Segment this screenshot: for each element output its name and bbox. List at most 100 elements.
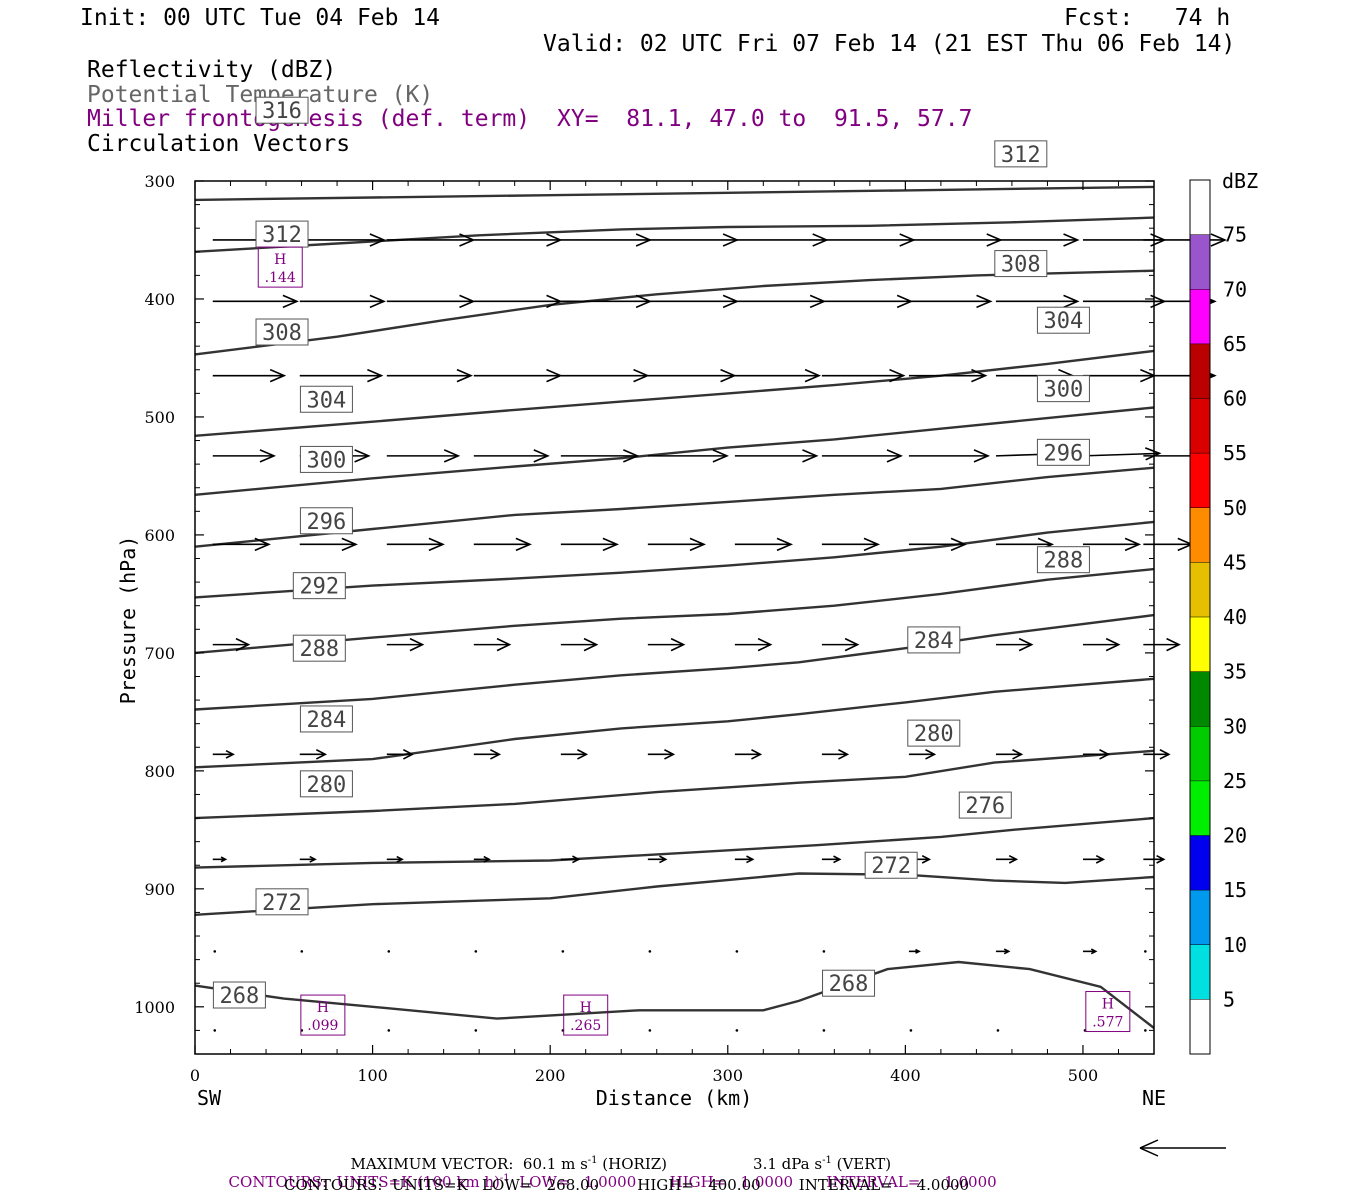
svg-text:312: 312 — [262, 223, 302, 248]
y-axis-label: Pressure (hPa) — [116, 536, 140, 705]
isentrope-292 — [194, 567, 1155, 655]
colorbar-label: 65 — [1223, 332, 1247, 356]
circulation-vector — [212, 749, 235, 759]
circulation-vector — [299, 368, 384, 383]
x-tick-label: 100 — [357, 1066, 388, 1085]
colorbar-label: 55 — [1223, 441, 1247, 465]
axes-layer: 0 100 200 300 400 500 300 400 500 600 700 800 900 100… — [134, 172, 1155, 1085]
frontogenesis-maximum: H .144 — [257, 246, 303, 288]
svg-text:.265: .265 — [570, 1018, 601, 1034]
vector-dot — [561, 950, 565, 953]
circulation-vector — [647, 749, 676, 760]
circulation-vector — [299, 749, 328, 760]
max-vector-line: MAXIMUM VECTOR: 60.1 m s-1 (HORIZ) 3.1 dP… — [341, 1141, 892, 1173]
svg-text:312: 312 — [1001, 143, 1041, 168]
circulation-vector — [386, 449, 461, 463]
isentrope-304 — [194, 406, 1155, 496]
x-tick-label: 200 — [535, 1066, 566, 1085]
circulation-vector — [560, 537, 619, 552]
colorbar-label: 25 — [1223, 769, 1247, 793]
y-tick-label: 500 — [144, 408, 175, 427]
circulation-vector — [212, 294, 299, 309]
isentrope-label-268: 268 — [822, 969, 876, 997]
circulation-vector — [1143, 637, 1181, 652]
circulation-vector — [821, 637, 860, 652]
valid-time: Valid: 02 UTC Fri 07 Feb 14 (21 EST Thu … — [543, 31, 1236, 57]
svg-text:284: 284 — [914, 629, 954, 654]
colorbar-cell — [1190, 890, 1210, 945]
isentrope-312 — [194, 269, 1155, 356]
circulation-vector — [995, 637, 1034, 652]
cross-section-endpoints: XY= 81.1, 47.0 to 91.5, 57.7 — [557, 106, 973, 132]
colorbar-cell — [1190, 944, 1210, 1000]
circulation-vector — [212, 637, 251, 652]
frontogenesis-maximum: H .265 — [563, 994, 609, 1036]
circulation-vector — [995, 948, 1011, 955]
circulation-vector — [734, 749, 763, 760]
circulation-vector — [734, 537, 794, 552]
circulation-vector — [473, 749, 502, 760]
circulation-vector — [734, 449, 819, 463]
circulation-vector — [386, 855, 404, 863]
circulation-vector — [908, 749, 937, 760]
vector-dot — [300, 950, 304, 953]
isentrope-label-272: 272 — [864, 851, 918, 879]
circulation-vector — [560, 637, 599, 652]
x-tick-label: 500 — [1068, 1066, 1099, 1085]
colorbar-cell — [1190, 562, 1210, 617]
vector-dot — [474, 950, 478, 953]
circulation-vector — [734, 855, 755, 864]
svg-text:304: 304 — [1044, 309, 1084, 334]
colorbar-label: 60 — [1223, 387, 1247, 411]
circulation-vector — [647, 233, 740, 247]
circulation-vector — [734, 368, 822, 383]
vectors-layer — [212, 233, 1227, 1032]
isentrope-label-276: 276 — [958, 791, 1012, 819]
circulation-vector — [821, 294, 914, 309]
isentrope-label-312: 312 — [994, 140, 1048, 168]
circulation-vector — [1143, 537, 1194, 552]
y-tick-label: 900 — [144, 880, 175, 899]
circulation-vector — [1082, 537, 1142, 552]
colorbar-label: 50 — [1223, 496, 1247, 520]
colorbar-cell — [1190, 234, 1210, 290]
circulation-vector — [995, 854, 1019, 864]
y-tick-label: 1000 — [134, 998, 175, 1017]
circulation-vector — [473, 537, 532, 552]
svg-text:280: 280 — [914, 722, 954, 747]
svg-text:308: 308 — [1001, 253, 1041, 278]
colorbar-cell — [1190, 507, 1210, 563]
isentrope-280 — [194, 749, 1155, 820]
svg-text:292: 292 — [299, 575, 339, 600]
vector-dot — [735, 1029, 739, 1032]
circulation-vector — [299, 233, 386, 247]
vector-dot — [213, 1029, 217, 1032]
frontogenesis-maximum: H .099 — [300, 994, 346, 1036]
y-tick-label: 400 — [144, 290, 175, 309]
colorbar-cell — [1190, 617, 1210, 672]
isentrope-268 — [194, 960, 1155, 1029]
circulation-vector — [908, 537, 968, 552]
circulation-vector — [821, 449, 903, 463]
circulation-vector — [821, 749, 850, 760]
max-vector-horiz: (HORIZ) — [597, 1155, 668, 1173]
vector-dot — [1144, 950, 1147, 953]
circulation-vector — [647, 294, 740, 309]
colorbar: 5 10 15 20 25 30 35 40 45 50 55 60 65 70 75 — [1189, 179, 1247, 1055]
vector-dot — [735, 950, 739, 953]
isentrope-label-292: 292 — [292, 572, 346, 600]
svg-text:272: 272 — [871, 854, 911, 879]
x-axis-right-end: NE — [1142, 1086, 1166, 1110]
colorbar-cell — [1190, 180, 1210, 235]
colorbar-label: 45 — [1223, 550, 1247, 574]
max-vector-vert: 3.1 dPa s — [753, 1155, 823, 1173]
circulation-vector — [908, 449, 991, 463]
circulation-vector — [821, 537, 881, 552]
circulation-vector — [1082, 854, 1106, 864]
svg-text:H: H — [317, 1000, 329, 1016]
circulation-vector — [473, 368, 563, 383]
circulation-vector — [647, 449, 729, 463]
x-axis-left-end: SW — [197, 1086, 222, 1110]
isentrope-276 — [194, 816, 1155, 869]
circulation-vector — [734, 637, 773, 652]
